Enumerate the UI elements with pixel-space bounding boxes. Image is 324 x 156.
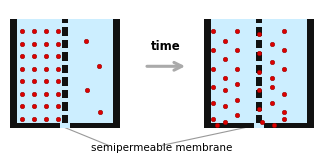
Bar bbox=[17, 19, 113, 123]
Bar bbox=[204, 123, 314, 128]
Bar bbox=[204, 19, 211, 128]
Bar bbox=[62, 52, 68, 61]
Bar bbox=[62, 102, 68, 111]
Bar bbox=[256, 40, 262, 48]
Bar bbox=[256, 19, 262, 23]
Bar bbox=[62, 65, 68, 73]
Text: time: time bbox=[151, 40, 181, 53]
Bar bbox=[256, 90, 262, 98]
Bar bbox=[254, 123, 264, 128]
Bar bbox=[62, 40, 68, 48]
Bar bbox=[10, 123, 120, 128]
Bar bbox=[256, 115, 262, 123]
Bar bbox=[307, 19, 314, 128]
Bar bbox=[256, 27, 262, 36]
Bar bbox=[256, 52, 262, 61]
Bar bbox=[62, 19, 68, 23]
Bar bbox=[256, 65, 262, 73]
Bar bbox=[211, 19, 307, 123]
Bar bbox=[256, 77, 262, 86]
Bar bbox=[60, 123, 70, 128]
Bar bbox=[62, 115, 68, 123]
Bar bbox=[113, 19, 120, 128]
Bar bbox=[62, 77, 68, 86]
Bar bbox=[10, 19, 17, 128]
Bar bbox=[62, 90, 68, 98]
Text: semipermeable membrane: semipermeable membrane bbox=[91, 143, 233, 153]
Bar bbox=[62, 27, 68, 36]
Bar bbox=[256, 102, 262, 111]
